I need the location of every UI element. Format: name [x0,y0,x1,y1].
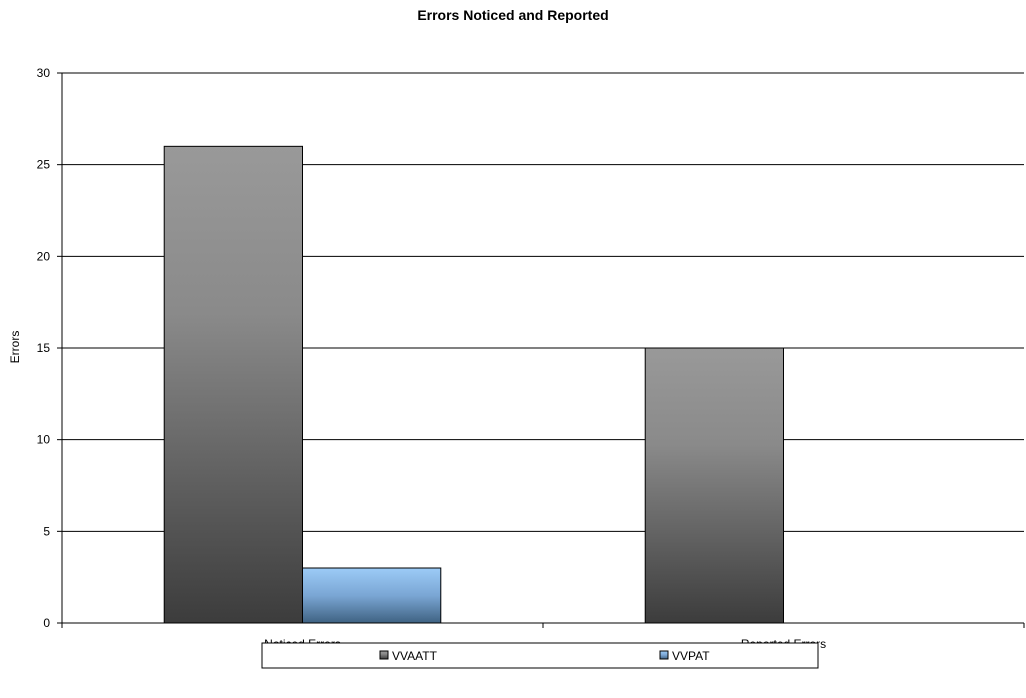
legend-swatch-vvpat [659,650,669,660]
y-tick-label: 10 [37,433,51,447]
legend: VVAATT VVPAT [261,642,819,669]
axes [61,73,1025,628]
legend-box [261,642,819,669]
chart-title: Errors Noticed and Reported [417,7,608,23]
legend-label-vvpat: VVPAT [672,649,710,663]
y-tick-labels: 0 5 10 15 20 25 30 [37,66,62,630]
y-tick-label: 25 [37,158,51,172]
y-tick-label: 0 [43,616,50,630]
y-tick-label: 5 [43,524,50,538]
y-axis-title: Errors [8,331,22,364]
legend-label-vvaatt: VVAATT [392,649,438,663]
bars [163,145,785,624]
bar-vvaatt-1 [163,145,303,624]
legend-swatch-vvaatt [379,650,389,660]
y-tick-label: 15 [37,341,51,355]
y-tick-label: 30 [37,66,51,80]
bar-vvpat-1 [302,567,442,624]
y-tick-label: 20 [37,249,51,263]
bar-vvaatt-2 [644,347,785,624]
